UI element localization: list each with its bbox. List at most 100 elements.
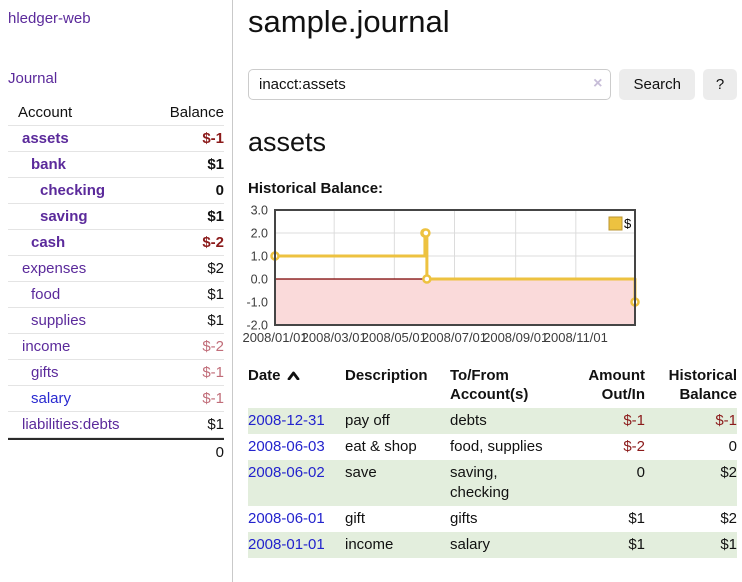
- sidebar-item-journal[interactable]: Journal: [8, 70, 58, 87]
- account-link[interactable]: income: [22, 338, 71, 355]
- account-link[interactable]: liabilities:debts: [22, 416, 120, 433]
- account-heading: assets: [248, 127, 327, 157]
- transaction-date-cell: 2008-12-31: [248, 408, 345, 434]
- account-row: cash $-2: [8, 230, 224, 256]
- transaction-balance: 0: [645, 434, 737, 460]
- transaction-balance: $2: [645, 506, 737, 532]
- account-balance: $1: [207, 208, 224, 225]
- accounts-table: Account Balance assets $-1 bank $1 check…: [8, 100, 224, 465]
- brand-link[interactable]: hledger-web: [8, 10, 91, 27]
- accounts-total-row: 0: [8, 438, 224, 465]
- transaction-balance-value: $2: [720, 464, 737, 481]
- header-description: Description: [345, 367, 428, 384]
- header-accounts: To/From Account(s): [450, 367, 529, 403]
- transaction-balance: $-1: [645, 408, 737, 434]
- transaction-date-link[interactable]: 2008-06-01: [248, 510, 325, 527]
- register-row: 2008-06-02 save saving, checking 0 $2: [248, 460, 737, 506]
- transaction-balance: $2: [645, 460, 737, 506]
- account-link[interactable]: salary: [31, 390, 72, 407]
- transaction-amount-value: $-2: [623, 438, 645, 455]
- account-balance: $1: [207, 156, 224, 173]
- register-header-row: Date Description To/From Account(s) Amou…: [248, 364, 737, 408]
- transaction-accounts: salary: [450, 536, 491, 553]
- transaction-amount: 0: [565, 460, 645, 506]
- account-row: salary $-1: [8, 386, 224, 412]
- account-balance: $1: [207, 312, 224, 329]
- transaction-accounts: debts: [450, 412, 487, 429]
- account-row: checking 0: [8, 178, 224, 204]
- transaction-amount-value: $1: [628, 510, 645, 527]
- register-row: 2008-06-03 eat & shop food, supplies $-2…: [248, 434, 737, 460]
- header-date-label: Date: [248, 367, 281, 384]
- transaction-date-cell: 2008-06-01: [248, 506, 345, 532]
- transaction-amount: $-1: [565, 408, 645, 434]
- sort-ascending-icon: [287, 371, 299, 381]
- transaction-amount: $1: [565, 532, 645, 558]
- transaction-balance-value: 0: [728, 438, 737, 455]
- page-title: sample.journal: [248, 4, 450, 39]
- main-content: sample.journal × Search ? assets Histori…: [233, 0, 742, 582]
- transaction-amount-value: 0: [636, 464, 645, 481]
- svg-text:2008/09/01: 2008/09/01: [483, 330, 548, 345]
- chart-title: Historical Balance:: [248, 180, 384, 197]
- transaction-date-link[interactable]: 2008-06-02: [248, 464, 325, 481]
- account-row: assets $-1: [8, 126, 224, 152]
- header-date[interactable]: Date: [248, 364, 345, 408]
- svg-text:-2.0: -2.0: [246, 319, 268, 333]
- transaction-balance: $1: [645, 532, 737, 558]
- account-balance: 0: [215, 182, 224, 199]
- accounts-header-balance: Balance: [169, 104, 224, 121]
- help-button[interactable]: ?: [703, 69, 737, 100]
- svg-text:$: $: [624, 216, 632, 231]
- account-row: income $-2: [8, 334, 224, 360]
- account-link[interactable]: gifts: [31, 364, 59, 381]
- svg-text:2008/05/01: 2008/05/01: [362, 330, 427, 345]
- transaction-accounts: gifts: [450, 510, 478, 527]
- clear-search-icon[interactable]: ×: [593, 75, 603, 92]
- svg-text:3.0: 3.0: [251, 204, 268, 218]
- transaction-description: gift: [345, 510, 366, 527]
- transaction-description: eat & shop: [345, 438, 417, 455]
- balance-chart[interactable]: 3.0 2.0 1.0 0.0 -1.0 -2.0 2008/01/01 2008/03/01…: [242, 204, 737, 357]
- register-row: 2008-12-31 pay off debts $-1 $-1: [248, 408, 737, 434]
- account-row: expenses $2: [8, 256, 224, 282]
- transaction-date-link[interactable]: 2008-01-01: [248, 536, 325, 553]
- account-link[interactable]: assets: [22, 130, 69, 147]
- account-link[interactable]: supplies: [31, 312, 87, 329]
- balance-chart-svg[interactable]: 3.0 2.0 1.0 0.0 -1.0 -2.02008/01/012008/03/01…: [242, 204, 668, 357]
- register-table: Date Description To/From Account(s) Amou…: [248, 364, 737, 558]
- transaction-balance-value: $1: [720, 536, 737, 553]
- transaction-date-link[interactable]: 2008-12-31: [248, 412, 325, 429]
- account-balance: $1: [207, 416, 224, 433]
- transaction-amount: $-2: [565, 434, 645, 460]
- account-row: supplies $1: [8, 308, 224, 334]
- svg-text:2008/11/01: 2008/11/01: [544, 330, 608, 345]
- account-balance: $1: [207, 286, 224, 303]
- sidebar: hledger-web Journal Account Balance asse…: [0, 0, 233, 582]
- search-button[interactable]: Search: [619, 69, 695, 100]
- account-balance: $-2: [202, 338, 224, 355]
- transaction-description: income: [345, 536, 394, 553]
- accounts-total-value: 0: [215, 444, 224, 461]
- svg-text:2008/03/01: 2008/03/01: [302, 330, 367, 345]
- account-link[interactable]: food: [31, 286, 61, 303]
- account-balance: $-1: [202, 364, 224, 381]
- accounts-header-account: Account: [18, 104, 73, 121]
- transaction-date-cell: 2008-06-02: [248, 460, 345, 506]
- account-link[interactable]: saving: [40, 208, 88, 225]
- account-balance: $-1: [202, 390, 224, 407]
- transaction-date-cell: 2008-06-03: [248, 434, 345, 460]
- register-row: 2008-01-01 income salary $1 $1: [248, 532, 737, 558]
- account-link[interactable]: checking: [40, 182, 106, 199]
- account-link[interactable]: cash: [31, 234, 66, 251]
- svg-text:2008/07/01: 2008/07/01: [422, 330, 487, 345]
- accounts-table-header: Account Balance: [8, 100, 224, 126]
- search-input[interactable]: [248, 69, 612, 100]
- account-link[interactable]: expenses: [22, 260, 87, 277]
- account-link[interactable]: bank: [31, 156, 67, 173]
- transaction-date-link[interactable]: 2008-06-03: [248, 438, 325, 455]
- svg-text:2.0: 2.0: [251, 227, 268, 241]
- transaction-date-cell: 2008-01-01: [248, 532, 345, 558]
- transaction-description: pay off: [345, 412, 390, 429]
